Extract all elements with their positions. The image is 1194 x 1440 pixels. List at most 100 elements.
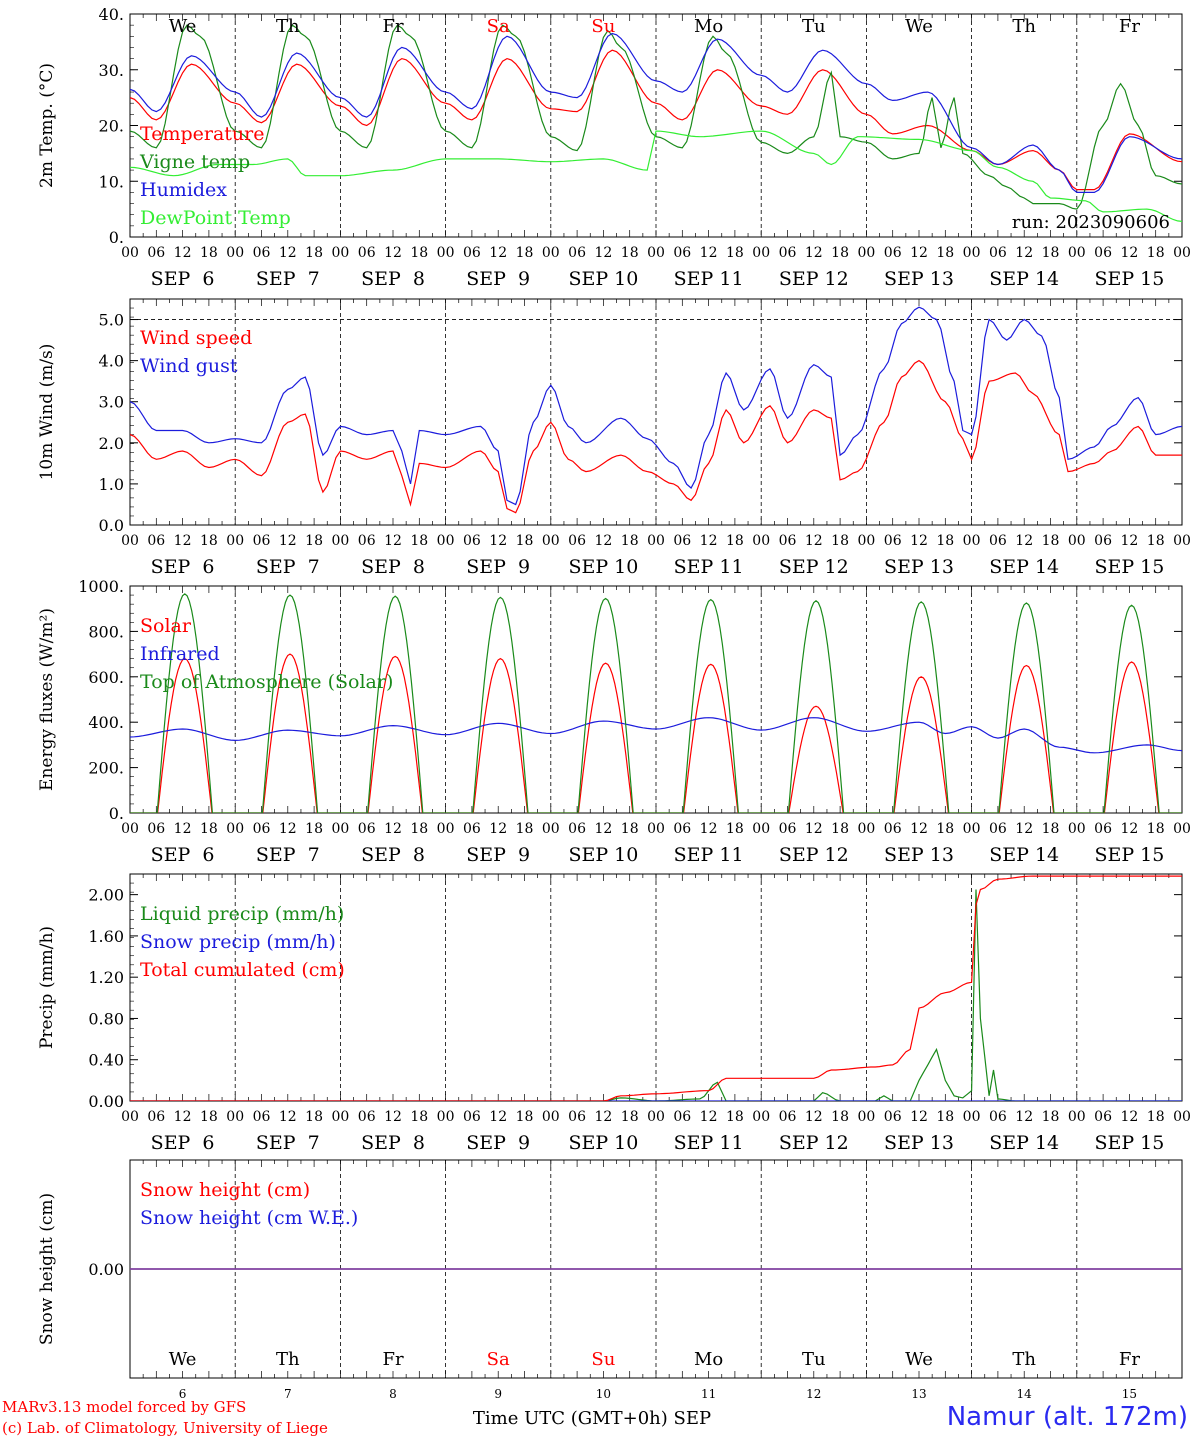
hour-tick-label: 18 [621,821,639,837]
y-tick-label: 1.60 [88,927,124,946]
hour-tick-label: 12 [1120,245,1138,261]
hour-tick-label: 06 [147,1109,165,1125]
series-group [130,875,1182,1101]
hour-tick-label: 18 [936,1109,954,1125]
date-label: SEP 8 [361,268,425,290]
day-label: We [169,1349,197,1370]
hour-tick-label: 18 [1147,533,1165,549]
series-line [130,653,1182,813]
hour-tick-label: 12 [174,533,192,549]
day-number: 13 [911,1387,926,1401]
hour-tick-label: 12 [700,245,718,261]
hour-tick-label: 00 [542,245,560,261]
y-tick-label: 200. [88,759,124,778]
hour-tick-label: 18 [200,1109,218,1125]
date-label: SEP 8 [361,556,425,578]
hour-tick-label: 12 [1015,245,1033,261]
hour-tick-label: 06 [463,533,481,549]
hour-tick-label: 06 [779,821,797,837]
y-tick-label: 800. [88,622,124,641]
hour-tick-label: 00 [437,533,455,549]
date-label: SEP 6 [151,1132,215,1154]
hour-tick-label: 18 [200,245,218,261]
hour-tick-label: 18 [1042,245,1060,261]
hour-tick-label: 06 [779,245,797,261]
hour-tick-label: 06 [884,533,902,549]
day-label: We [905,16,933,37]
legend-entry: Snow height (cm) [140,1179,310,1201]
date-label: SEP 9 [466,556,530,578]
hour-tick-label: 00 [752,533,770,549]
hour-tick-label: 12 [384,533,402,549]
hour-tick-label: 18 [1147,245,1165,261]
day-label: Sa [487,1349,510,1370]
panel-1: 0. 10. 20. 30. 40. 2m Temp. (°C) Temperature Vi… [37,5,1191,290]
series-line [130,49,1182,191]
y-tick-label: 0. [109,228,124,247]
day-label: Fr [1119,1349,1140,1370]
series-group [130,306,1182,514]
hour-tick-label: 12 [1015,533,1033,549]
legend-entry: Infrared [140,643,220,665]
y-tick-label: 0.00 [88,1092,124,1111]
hour-tick-label: 00 [647,245,665,261]
hour-tick-label: 18 [726,245,744,261]
day-number: 7 [284,1387,292,1401]
y-tick-label: 30. [99,61,124,80]
hour-tick-label: 12 [1120,1109,1138,1125]
station-label: Namur (alt. 172m) [946,1402,1188,1432]
hour-tick-label: 00 [331,821,349,837]
hour-tick-label: 18 [621,533,639,549]
date-label: SEP 13 [884,268,954,290]
hour-tick-label: 12 [279,533,297,549]
date-label: SEP 15 [1094,556,1164,578]
hour-tick-label: 06 [358,821,376,837]
date-label: SEP 14 [989,556,1059,578]
hour-tick-label: 12 [910,533,928,549]
day-label: Th [1012,1349,1036,1370]
date-label: SEP 11 [674,268,744,290]
hour-tick-label: 12 [805,821,823,837]
hour-tick-label: 00 [647,821,665,837]
hour-tick-label: 00 [437,245,455,261]
date-label: SEP 12 [779,1132,849,1154]
hour-tick-label: 06 [673,245,691,261]
hour-tick-label: 12 [1015,821,1033,837]
series-line [130,889,1182,1101]
hour-tick-label: 00 [1173,821,1191,837]
hour-tick-label: 00 [331,533,349,549]
hour-tick-label: 12 [279,1109,297,1125]
y-tick-label: 2.00 [88,886,124,905]
hour-tick-label: 00 [437,1109,455,1125]
hour-tick-label: 06 [1094,1109,1112,1125]
hour-tick-label: 12 [174,245,192,261]
hour-tick-label: 12 [1015,1109,1033,1125]
y-axis-label: 10m Wind (m/s) [37,344,57,481]
day-number: 9 [494,1387,502,1401]
hour-tick-label: 00 [226,245,244,261]
x-axis-label: Time UTC (GMT+0h) SEP [473,1408,711,1429]
legend-entry: Snow height (cm W.E.) [140,1207,358,1229]
day-label: Fr [382,16,403,37]
hour-tick-label: 06 [568,1109,586,1125]
hour-tick-label: 06 [358,533,376,549]
hour-tick-label: 12 [805,533,823,549]
hour-tick-label: 18 [1147,1109,1165,1125]
day-label: Sa [487,16,510,37]
date-label: SEP 15 [1094,268,1164,290]
date-label: SEP 11 [674,556,744,578]
hour-tick-label: 12 [174,821,192,837]
day-number: 8 [389,1387,397,1401]
hour-tick-label: 18 [831,821,849,837]
day-number: 6 [179,1387,187,1401]
hour-tick-label: 06 [884,1109,902,1125]
hour-tick-label: 00 [963,245,981,261]
hour-tick-label: 12 [384,1109,402,1125]
hour-tick-label: 00 [1068,821,1086,837]
hour-tick-label: 06 [147,533,165,549]
hour-tick-label: 18 [200,821,218,837]
hour-tick-label: 18 [410,533,428,549]
y-tick-label: 4.0 [99,352,124,371]
date-label: SEP 8 [361,1132,425,1154]
hour-tick-label: 06 [358,245,376,261]
